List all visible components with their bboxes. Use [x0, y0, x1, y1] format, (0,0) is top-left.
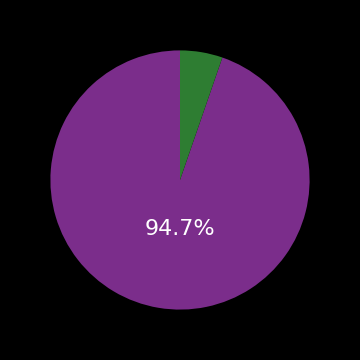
Wedge shape: [50, 50, 310, 310]
Text: 94.7%: 94.7%: [145, 219, 215, 239]
Wedge shape: [180, 50, 222, 180]
